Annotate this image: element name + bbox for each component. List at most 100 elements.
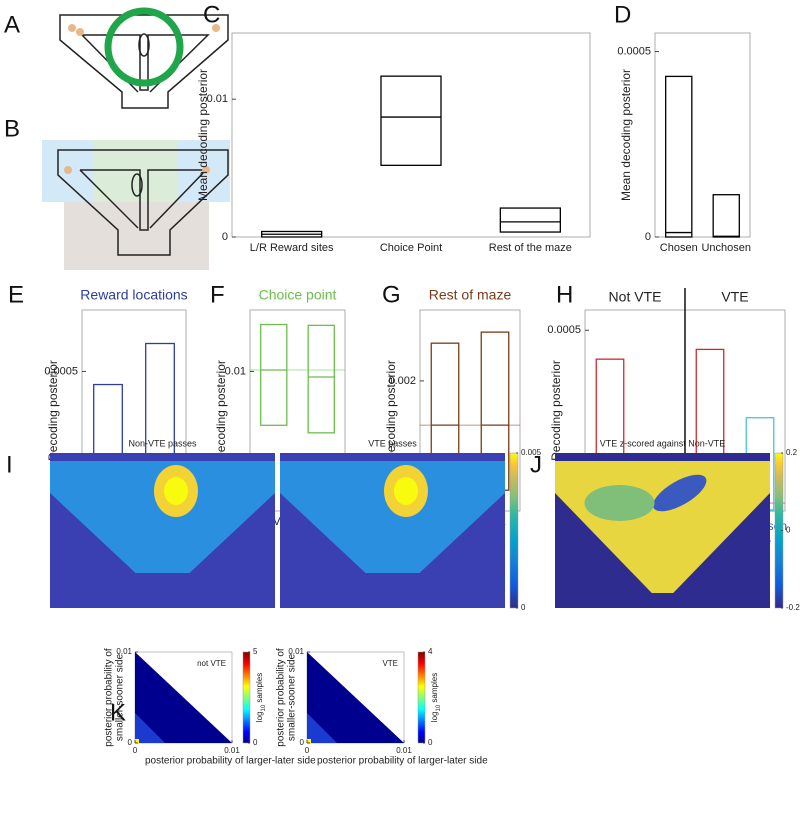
heatmap-image [280, 453, 505, 608]
colorbar-label-part: log [430, 712, 439, 723]
colorbar [509, 452, 519, 609]
heatmap-title: VTE z-scored against Non-VTE [600, 438, 726, 448]
y-axis-label: Mean decoding posterior [619, 69, 633, 201]
panel-label: H [556, 281, 573, 308]
y-tick-label: 0.01 [207, 93, 228, 105]
panel-label: E [8, 281, 24, 308]
y-axis-label: Decoding posterior [214, 360, 228, 461]
plot-frame [654, 32, 751, 238]
y-tick-label: 0.0005 [547, 324, 581, 336]
colorbar-tick-label: 0.005 [521, 448, 542, 457]
box [307, 324, 335, 434]
heatmap-image [50, 453, 275, 608]
box [712, 194, 740, 238]
heatmap-title: not VTE [197, 659, 226, 668]
panel-label: G [382, 281, 401, 308]
panel-label: D [614, 1, 631, 28]
colorbar-label-part: 10 [261, 704, 267, 711]
heatmap-region [50, 461, 275, 573]
x-tick-label: Unchosen [701, 242, 751, 254]
heatmap-region [307, 652, 404, 743]
y-tick-label: 0.0005 [44, 365, 78, 377]
heatmap-image [555, 453, 770, 608]
y-tick-label: 0 [128, 738, 133, 747]
group-label: VTE [721, 289, 748, 305]
panel-label: A [4, 11, 20, 38]
heatmap-peak [307, 739, 311, 743]
colorbar-label: log10 samples [430, 673, 441, 722]
box [665, 75, 693, 238]
x-tick-label: Rest of the maze [489, 242, 572, 254]
panel-label: J [530, 451, 542, 478]
y-axis-label: Decoding posterior [46, 360, 60, 461]
x-axis-label: posterior probability of larger-later si… [317, 756, 488, 767]
x-tick-label: 0.01 [396, 746, 412, 755]
colorbar-label-part: samples [255, 673, 264, 705]
colorbar-tick-label: 4 [428, 647, 433, 656]
heatmap-title: VTE passes [368, 438, 417, 448]
heatmap-corner [307, 713, 337, 743]
y-tick-label: 0.01 [225, 365, 246, 377]
x-tick-label: Choice Point [380, 242, 442, 254]
heatmap-title: VTE [382, 659, 398, 668]
colorbar-label-part: samples [430, 673, 439, 705]
panel-label: I [6, 451, 13, 478]
y-tick-label: 0.01 [288, 647, 304, 656]
y-axis-label: smaller-sooner side [115, 653, 126, 741]
panel-label: F [210, 281, 225, 308]
y-tick-label: 0 [222, 231, 228, 243]
y-tick-label: 0 [645, 231, 651, 243]
chart-title: Choice point [259, 287, 337, 303]
heatmap-corner [135, 713, 165, 743]
y-tick-label: 0 [300, 738, 305, 747]
y-axis-label: Decoding posterior [384, 360, 398, 461]
heatmap-hotspot [394, 477, 418, 505]
chart-title: Reward locations [80, 287, 187, 303]
maze-diagram-b [42, 140, 230, 270]
colorbar-tick-label: 0 [521, 603, 526, 612]
box [499, 207, 561, 233]
colorbar-label-part: 10 [436, 704, 442, 711]
x-tick-label: Chosen [660, 242, 698, 254]
colorbar-tick-label: 0 [786, 526, 791, 535]
heatmap-title: Non-VTE passes [128, 438, 197, 448]
colorbar-tick-label: 0 [428, 738, 433, 747]
chart-title: Rest of maze [429, 287, 512, 303]
y-tick-label: 0.002 [388, 375, 416, 387]
heatmap-image [134, 651, 233, 744]
heatmap-patch [584, 485, 655, 521]
colorbar-tick-label: 0 [253, 738, 258, 747]
y-axis-label: Decoding posterior [549, 360, 563, 461]
x-tick-label: 0.01 [224, 746, 240, 755]
colorbar-tick-label: 0.2 [786, 448, 798, 457]
x-tick-label: L/R Reward sites [250, 242, 334, 254]
heatmap-region [280, 461, 505, 573]
y-tick-label: 0.01 [116, 647, 132, 656]
x-axis-label: posterior probability of larger-later si… [145, 756, 316, 767]
heatmap-peak [135, 739, 139, 743]
colorbar [417, 651, 426, 744]
heatmap-region [135, 652, 232, 743]
y-axis-label: posterior probability of [104, 648, 115, 747]
y-axis-label: Mean decoding posterior [196, 69, 210, 201]
colorbar-label: log10 samples [255, 673, 266, 722]
panel-label: K [110, 699, 126, 726]
plot-frame [231, 32, 591, 238]
x-tick-label: 0 [305, 746, 310, 755]
colorbar [242, 651, 251, 744]
y-axis-label: smaller-sooner side [287, 653, 298, 741]
heatmap-image [306, 651, 405, 744]
colorbar-tick-label: 5 [253, 647, 258, 656]
panel-label: B [4, 115, 20, 142]
x-tick-label: 0 [133, 746, 138, 755]
heatmap-band [653, 474, 707, 512]
heatmap-hotspot [164, 477, 188, 505]
colorbar-tick-label: -0.2 [786, 603, 800, 612]
y-tick-label: 0.0005 [617, 45, 651, 57]
panel-label: C [203, 1, 220, 28]
box [380, 75, 442, 166]
y-axis-label: posterior probability of [276, 648, 287, 747]
maze-diagram-a [59, 7, 229, 109]
colorbar-label-part: log [255, 712, 264, 723]
